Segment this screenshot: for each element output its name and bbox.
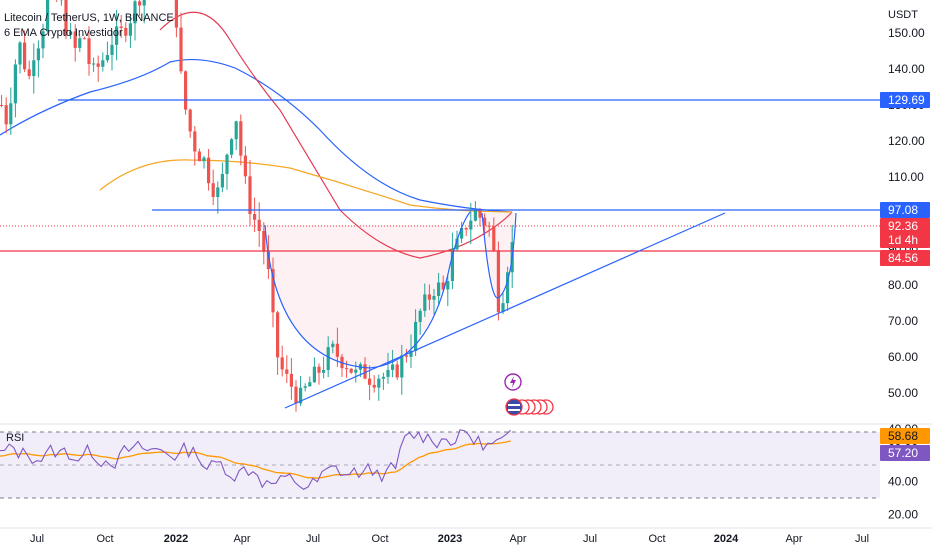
time-label: Oct (371, 533, 388, 545)
indicator-title[interactable]: 6 EMA Crypto Investidor (4, 27, 123, 39)
price-badge: 97.08 (880, 202, 930, 218)
price-tick: 80.00 (888, 278, 918, 292)
candle (184, 70, 187, 114)
time-label: Oct (96, 533, 113, 545)
price-tick: 140.00 (888, 62, 925, 76)
lightning-event-icon[interactable] (505, 374, 521, 390)
symbol-title[interactable]: Litecoin / TetherUS, 1W, BINANCE (4, 12, 174, 24)
candle (497, 242, 500, 321)
svg-text:129.69: 129.69 (888, 93, 925, 107)
svg-text:57.20: 57.20 (888, 446, 918, 460)
price-badge: 84.56 (880, 250, 930, 266)
rsi-badge: 58.68 (880, 428, 930, 444)
time-label: Apr (785, 533, 802, 545)
rsi-tick: 20.00 (888, 508, 918, 522)
price-tick: 60.00 (888, 350, 918, 364)
time-label: Apr (233, 533, 250, 545)
us-flag-economic-events-icon[interactable] (506, 399, 553, 415)
svg-text:84.56: 84.56 (888, 251, 918, 265)
price-tick: 150.00 (888, 26, 925, 40)
time-label: 2023 (438, 533, 462, 545)
time-label: Oct (648, 533, 665, 545)
svg-text:58.68: 58.68 (888, 429, 918, 443)
time-label: 2022 (164, 533, 188, 545)
svg-text:92.36: 92.36 (888, 219, 918, 233)
price-tick: 120.00 (888, 134, 925, 148)
rsi-label[interactable]: RSI (6, 432, 24, 444)
currency-label: USDT (888, 9, 918, 21)
time-label: Jul (855, 533, 869, 545)
time-label: 2024 (714, 533, 739, 545)
price-tick: 70.00 (888, 314, 918, 328)
rsi-badge: 57.20 (880, 445, 930, 461)
price-tick: 110.00 (888, 170, 924, 184)
price-badge: 92.36 (880, 218, 930, 234)
time-label: Apr (509, 533, 526, 545)
svg-text:1d 4h: 1d 4h (888, 233, 918, 247)
price-tick: 50.00 (888, 386, 918, 400)
price-badge: 129.69 (880, 92, 930, 108)
time-label: Jul (30, 533, 44, 545)
rsi-tick: 40.00 (888, 475, 918, 489)
svg-text:97.08: 97.08 (888, 203, 918, 217)
time-label: Jul (306, 533, 320, 545)
price-badge: 1d 4h (880, 232, 930, 248)
time-label: Jul (583, 533, 597, 545)
